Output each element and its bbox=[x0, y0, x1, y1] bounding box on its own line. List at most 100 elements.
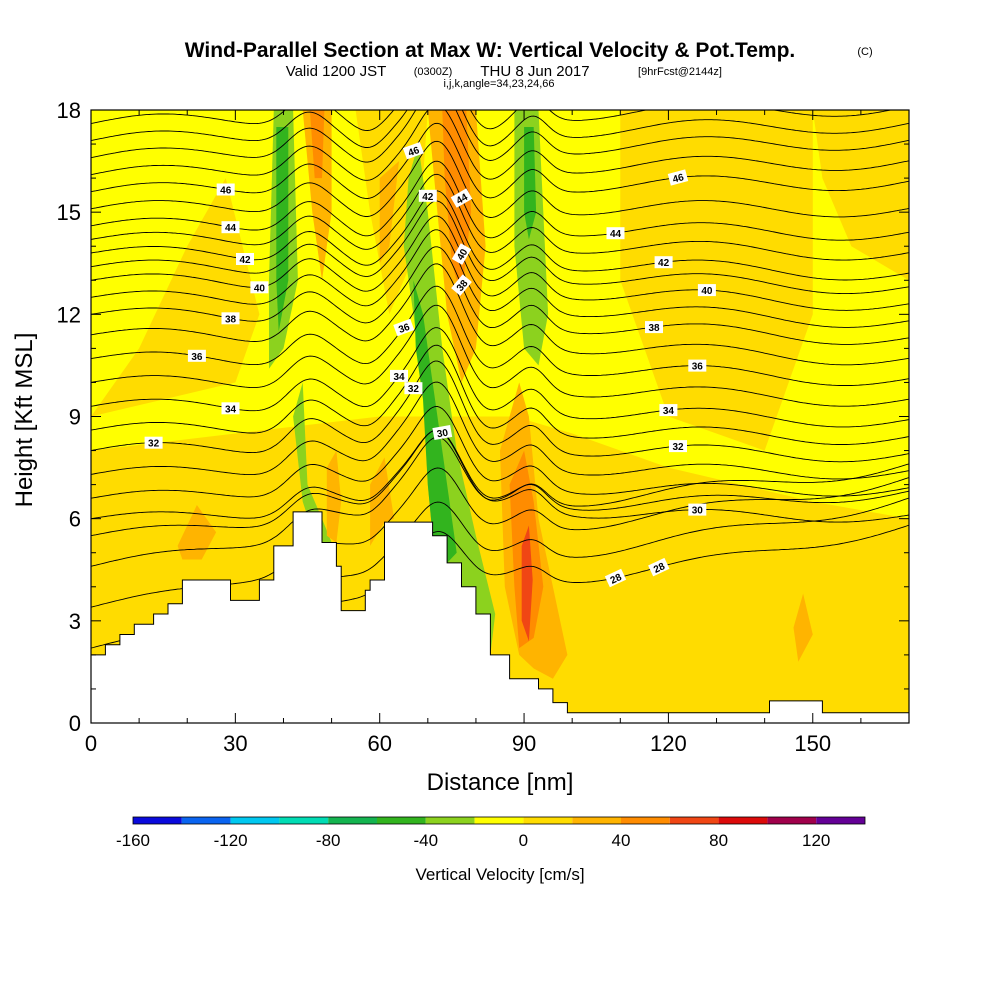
contour-label-8-1: 44 bbox=[450, 188, 473, 208]
contour-label-text: 42 bbox=[422, 192, 434, 203]
colorbar-swatch-12 bbox=[718, 817, 768, 824]
velocity-region-6 bbox=[793, 593, 813, 662]
isentrope-13 bbox=[91, 429, 909, 537]
contour-label-text: 36 bbox=[692, 362, 704, 373]
contour-label-text: 28 bbox=[652, 561, 667, 576]
contour-label-text: 32 bbox=[408, 384, 420, 395]
colorbar-swatch-7 bbox=[474, 817, 524, 824]
y-tick-label-3: 9 bbox=[69, 405, 81, 430]
terrain-profile bbox=[91, 511, 909, 723]
y-axis-label: Height [Kft MSL] bbox=[11, 333, 38, 508]
colorbar-swatch-14 bbox=[816, 817, 865, 824]
x-axis-label: Distance [nm] bbox=[427, 769, 574, 796]
isentrope-4 bbox=[91, 285, 909, 386]
contour-label-3-1: 34 bbox=[390, 369, 408, 383]
contour-label-9-1: 46 bbox=[402, 141, 424, 160]
contour-label-6-2: 40 bbox=[697, 284, 716, 297]
contour-label-box bbox=[216, 183, 235, 196]
contour-label-text: 30 bbox=[692, 506, 704, 517]
contour-label-8-2: 44 bbox=[606, 227, 625, 240]
isentrope-24 bbox=[91, 110, 909, 163]
contour-label-3-2: 34 bbox=[659, 404, 678, 417]
y-tick-label-0: 0 bbox=[69, 711, 81, 736]
isentrope-16 bbox=[91, 344, 909, 445]
colorbar-tick-label-7: 120 bbox=[802, 831, 830, 850]
contour-label-box bbox=[221, 221, 240, 234]
contour-label-box bbox=[604, 568, 627, 588]
contour-label-box bbox=[144, 436, 163, 449]
colorbar-frame bbox=[132, 816, 866, 825]
colorbar-tick-label-6: 80 bbox=[709, 831, 728, 850]
isentrope-6 bbox=[91, 215, 909, 311]
colorbar-swatch-11 bbox=[669, 817, 719, 824]
contour-label-text: 38 bbox=[225, 314, 237, 325]
contour-label-box bbox=[654, 256, 673, 269]
contour-label-text: 32 bbox=[148, 439, 160, 450]
velocity-region-11 bbox=[413, 280, 457, 563]
x-tick-label-0: 0 bbox=[85, 731, 97, 756]
subtitle-utc-time: (0300Z) bbox=[414, 66, 453, 78]
isentrope-20 bbox=[91, 200, 909, 295]
contour-label-text: 42 bbox=[658, 258, 670, 269]
isentrope-14 bbox=[91, 406, 909, 499]
contour-label-text: 40 bbox=[701, 286, 713, 297]
contour-label-4-0: 36 bbox=[187, 349, 206, 363]
contour-label-6-0: 40 bbox=[250, 281, 269, 294]
isentrope-2 bbox=[91, 360, 909, 463]
contour-label-box bbox=[221, 312, 240, 325]
isentrope-26 bbox=[91, 110, 894, 131]
x-tick-label-5: 150 bbox=[794, 731, 831, 756]
contour-label-6-1: 40 bbox=[451, 243, 472, 265]
contour-label-box bbox=[669, 440, 687, 453]
contour-label-text: 44 bbox=[455, 192, 471, 207]
contour-label-5-2: 38 bbox=[645, 321, 663, 334]
contour-label-0-0: 28 bbox=[604, 568, 627, 588]
contour-label-9-2: 46 bbox=[667, 169, 689, 186]
contour-label-box bbox=[404, 382, 423, 395]
contour-label-box bbox=[418, 189, 437, 202]
subtitle-valid-time: Valid 1200 JST bbox=[286, 63, 387, 80]
isentrope-21 bbox=[91, 173, 909, 261]
colorbar-swatch-10 bbox=[621, 817, 670, 824]
contour-label-7-1: 42 bbox=[418, 189, 437, 203]
title-copyright-mark: (C) bbox=[857, 46, 872, 58]
x-tick-label-3: 90 bbox=[512, 731, 536, 756]
x-tick-label-4: 120 bbox=[650, 731, 687, 756]
contour-label-9-0: 46 bbox=[216, 183, 235, 197]
contour-label-box bbox=[659, 404, 678, 417]
contour-label-1-1: 30 bbox=[688, 503, 707, 517]
velocity-region-10 bbox=[403, 144, 496, 655]
colorbar-swatch-1 bbox=[181, 817, 231, 824]
contour-label-box bbox=[187, 349, 206, 362]
y-tick-label-2: 6 bbox=[69, 507, 81, 532]
contour-label-4-1: 36 bbox=[393, 318, 415, 337]
contour-label-box bbox=[390, 369, 408, 382]
contour-label-text: 46 bbox=[220, 186, 232, 197]
isentrope-25 bbox=[91, 110, 909, 148]
colorbar-swatch-3 bbox=[279, 817, 329, 824]
contour-label-box bbox=[667, 169, 689, 186]
velocity-region-2 bbox=[812, 110, 909, 281]
contour-label-8-0: 44 bbox=[221, 221, 240, 234]
contour-label-box bbox=[688, 503, 707, 516]
subtitle-forecast: [9hrFcst@2144z] bbox=[638, 66, 722, 78]
contour-label-text: 44 bbox=[225, 223, 237, 234]
colorbar-swatch-6 bbox=[425, 817, 475, 824]
contour-label-box bbox=[450, 188, 473, 208]
velocity-region-22 bbox=[521, 525, 533, 642]
colorbar-tick-label-1: -120 bbox=[214, 831, 248, 850]
velocity-region-16 bbox=[309, 110, 325, 179]
contour-label-box bbox=[221, 402, 240, 415]
isentrope-7 bbox=[91, 190, 909, 281]
contour-label-text: 40 bbox=[254, 283, 266, 294]
contour-label-2-0: 32 bbox=[144, 436, 163, 450]
chart-title: Wind-Parallel Section at Max W: Vertical… bbox=[185, 39, 796, 62]
colorbar-tick-label-5: 40 bbox=[612, 831, 631, 850]
x-tick-label-2: 60 bbox=[367, 731, 391, 756]
contour-label-text: 36 bbox=[397, 322, 412, 336]
contour-label-4-2: 36 bbox=[688, 359, 707, 373]
contour-label-text: 44 bbox=[610, 229, 622, 240]
contour-label-0-1: 28 bbox=[648, 557, 670, 577]
contour-label-text: 34 bbox=[663, 406, 675, 417]
